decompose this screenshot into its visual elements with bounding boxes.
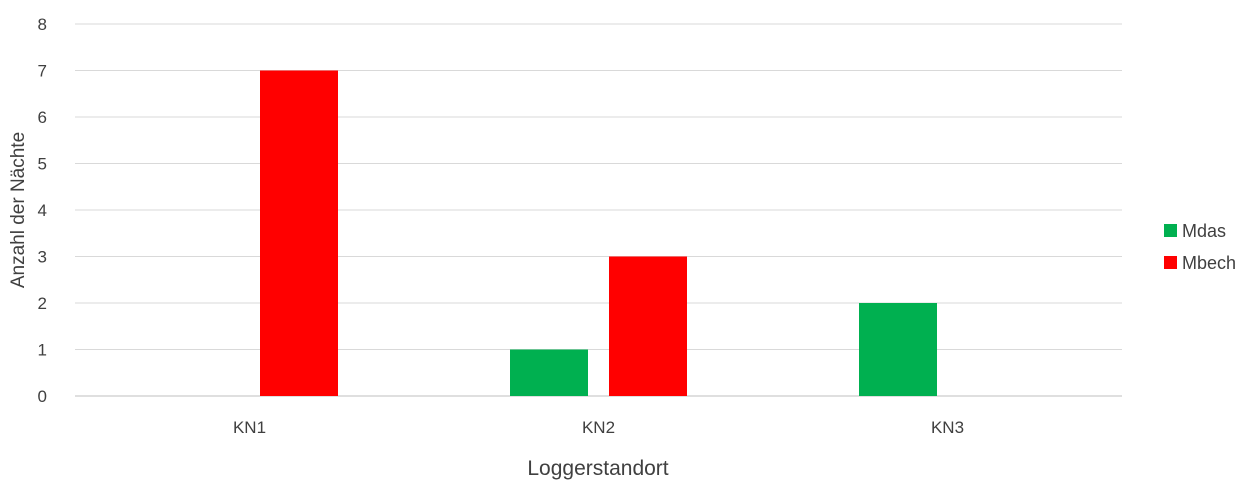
legend-label-mdas: Mdas [1182,221,1226,241]
bars [260,70,937,396]
legend-swatch-mdas [1164,224,1177,237]
legend-label-mbech: Mbech [1182,253,1236,273]
y-tick-label: 8 [38,15,47,34]
y-tick-label: 6 [38,108,47,127]
bar-mbech-kn2 [609,256,687,396]
x-tick-label: KN2 [582,418,615,437]
x-axis-label: Loggerstandort [527,457,668,480]
legend: Mdas Mbech [1164,221,1236,273]
gridlines [75,23,1122,397]
y-tick-label: 0 [38,387,47,406]
y-tick-label: 5 [38,155,47,174]
y-axis-label: Anzahl der Nächte [8,132,29,288]
y-tick-label: 2 [38,294,47,313]
x-tick-label: KN1 [233,418,266,437]
y-tick-label: 1 [38,341,47,360]
legend-swatch-mbech [1164,256,1177,269]
y-tick-labels: 0 1 2 3 4 5 6 7 8 [38,15,47,406]
bar-mbech-kn1 [260,70,338,396]
y-tick-label: 4 [38,201,47,220]
y-tick-label: 7 [38,62,47,81]
x-tick-labels: KN1 KN2 KN3 [233,418,964,437]
bar-mdas-kn3 [859,303,937,396]
x-tick-label: KN3 [931,418,964,437]
y-tick-label: 3 [38,248,47,267]
bar-mdas-kn2 [510,349,588,396]
